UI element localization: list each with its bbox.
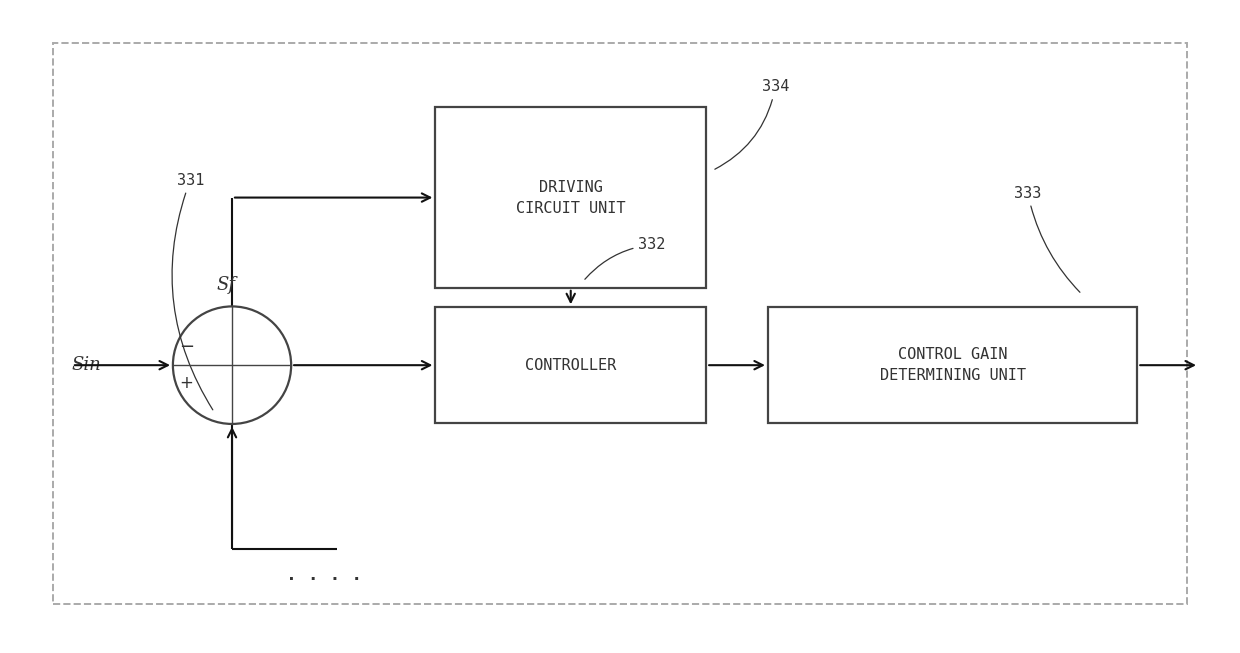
- Bar: [53, 43, 1187, 604]
- Text: −: −: [179, 338, 193, 356]
- Text: +: +: [180, 374, 193, 392]
- Text: 334: 334: [714, 79, 789, 169]
- Bar: [435, 107, 707, 288]
- Bar: [768, 307, 1137, 423]
- Text: CONTROL GAIN
DETERMINING UNIT: CONTROL GAIN DETERMINING UNIT: [879, 347, 1025, 383]
- Ellipse shape: [172, 306, 291, 424]
- Text: CONTROLLER: CONTROLLER: [525, 358, 616, 373]
- Text: . . . .: . . . .: [286, 565, 362, 584]
- Text: 333: 333: [1014, 185, 1080, 293]
- Bar: [435, 307, 707, 423]
- Text: DRIVING
CIRCUIT UNIT: DRIVING CIRCUIT UNIT: [516, 180, 625, 215]
- Text: Sf: Sf: [216, 276, 236, 294]
- Text: 332: 332: [585, 237, 666, 279]
- Text: 331: 331: [172, 172, 213, 410]
- Text: Sin: Sin: [72, 356, 102, 374]
